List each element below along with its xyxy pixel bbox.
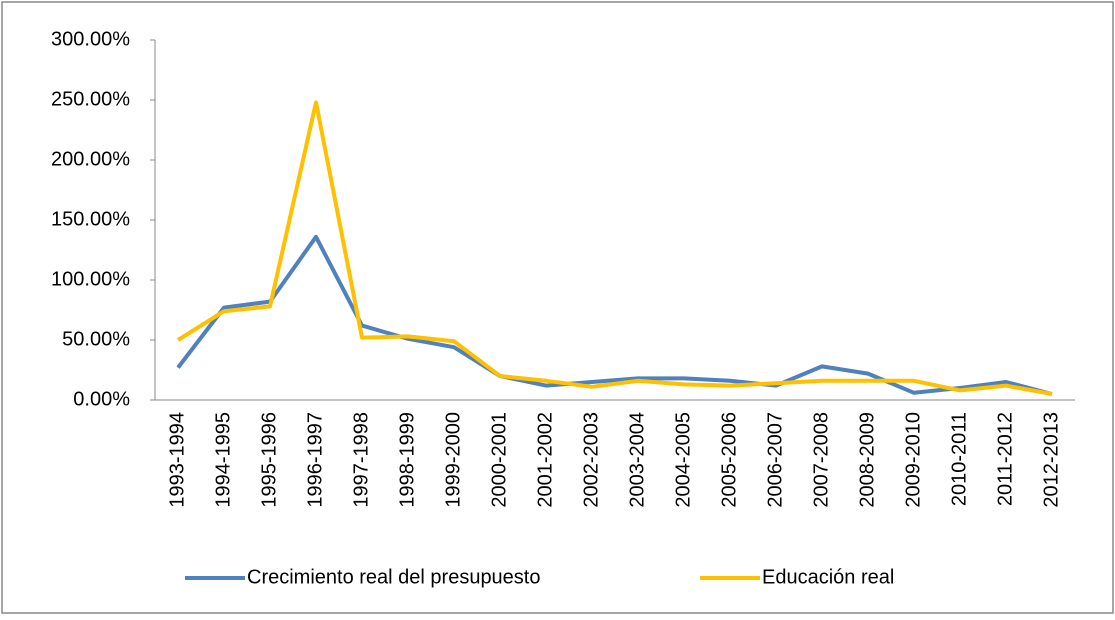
x-tick-label: 1997-1998 bbox=[350, 412, 372, 508]
x-tick-label: 1993-1994 bbox=[166, 412, 188, 508]
y-tick-label: 250.00% bbox=[51, 88, 130, 110]
x-tick-label: 2005-2006 bbox=[718, 412, 740, 508]
x-tick-label: 1994-1995 bbox=[212, 412, 234, 508]
x-tick-label: 2002-2003 bbox=[580, 412, 602, 508]
x-tick-label: 2008-2009 bbox=[856, 412, 878, 508]
legend-label: Educación real bbox=[762, 566, 894, 588]
x-tick-label: 1996-1997 bbox=[304, 412, 326, 508]
x-tick-label: 2004-2005 bbox=[672, 412, 694, 508]
x-tick-label: 2006-2007 bbox=[764, 412, 786, 508]
y-tick-label: 50.00% bbox=[62, 328, 130, 350]
y-tick-label: 100.00% bbox=[51, 268, 130, 290]
x-tick-label: 2007-2008 bbox=[810, 412, 832, 508]
x-tick-label: 2003-2004 bbox=[626, 412, 648, 508]
y-tick-label: 0.00% bbox=[73, 388, 130, 410]
legend-label: Crecimiento real del presupuesto bbox=[247, 566, 541, 588]
x-tick-label: 2012-2013 bbox=[1040, 412, 1062, 508]
x-tick-label: 2011-2012 bbox=[994, 412, 1016, 506]
x-tick-label: 2009-2010 bbox=[902, 412, 924, 508]
y-tick-label: 150.00% bbox=[51, 208, 130, 230]
y-tick-label: 200.00% bbox=[51, 148, 130, 170]
x-tick-label: 2001-2002 bbox=[534, 412, 556, 508]
x-tick-label: 2000-2001 bbox=[488, 412, 510, 508]
x-tick-label: 1998-1999 bbox=[396, 412, 418, 508]
y-tick-label: 300.00% bbox=[51, 28, 130, 50]
line-series bbox=[176, 100, 1053, 396]
x-tick-label: 1999-2000 bbox=[442, 412, 464, 508]
x-tick-label: 2010-2011 bbox=[948, 412, 970, 506]
x-tick-label: 1995-1996 bbox=[258, 412, 280, 508]
line-series bbox=[176, 234, 1053, 396]
